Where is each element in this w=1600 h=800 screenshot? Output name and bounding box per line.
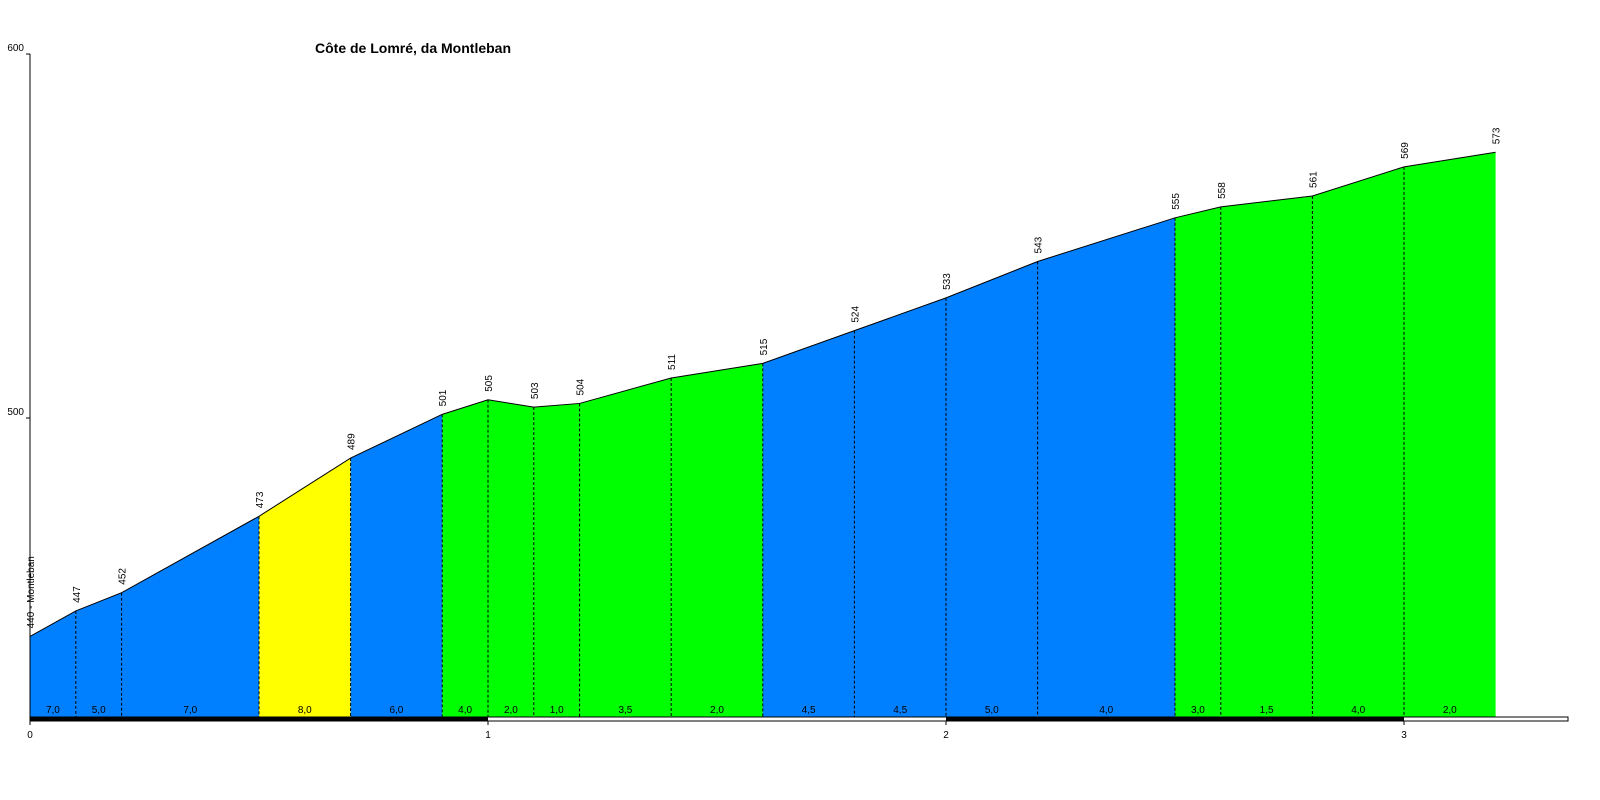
elevation-label-2: 447 xyxy=(72,586,83,603)
y-tick-label-500: 500 xyxy=(7,407,24,418)
grade-label-4: 8,0 xyxy=(298,705,312,716)
elevation-label-9: 504 xyxy=(576,378,587,395)
grade-segment-15 xyxy=(1175,206,1221,717)
grade-segment-17 xyxy=(1312,166,1404,718)
grade-segment-18 xyxy=(1404,152,1496,717)
scale-bar-block-1 xyxy=(30,717,488,721)
grade-label-2: 5,0 xyxy=(92,705,106,716)
segment-dividers xyxy=(75,166,1405,717)
grade-label-1: 7,0 xyxy=(46,705,60,716)
elevation-label-6: 501 xyxy=(438,389,449,406)
elevation-label-16: 558 xyxy=(1217,182,1228,199)
elevation-label-19: 573 xyxy=(1492,127,1503,144)
grade-segment-6 xyxy=(442,399,488,717)
elevation-label-4: 473 xyxy=(255,491,266,508)
grade-label-7: 2,0 xyxy=(504,705,518,716)
grade-label-6: 4,0 xyxy=(458,705,472,716)
x-tick-label-3: 3 xyxy=(1401,730,1407,741)
elevation-label-1: 440 - Montleban xyxy=(26,556,37,628)
distance-scale-bar xyxy=(29,716,1569,722)
elevation-labels: 440 - Montleban 447 452 473 489 501 505 503 504 5… xyxy=(26,127,1503,628)
elevation-label-13: 533 xyxy=(942,273,953,290)
elevation-label-17: 561 xyxy=(1308,171,1319,188)
elevation-label-7: 505 xyxy=(484,375,495,392)
elevation-label-12: 524 xyxy=(850,306,861,323)
grade-label-17: 4,0 xyxy=(1351,705,1365,716)
grade-segment-3 xyxy=(121,516,259,717)
grade-label-18: 2,0 xyxy=(1443,705,1457,716)
elevation-label-5: 489 xyxy=(347,433,358,450)
elevation-label-14: 543 xyxy=(1034,236,1045,253)
x-tick-label-1: 1 xyxy=(485,730,491,741)
elevation-label-15: 555 xyxy=(1171,193,1182,210)
grade-label-9: 3,5 xyxy=(618,705,632,716)
elevation-label-18: 569 xyxy=(1400,142,1411,159)
grade-labels: 7,0 5,0 7,0 8,0 6,0 4,0 2,0 1,0 3,5 2,0 4,5 4,5 5,0 4… xyxy=(46,705,1457,716)
grade-segment-5 xyxy=(350,414,443,717)
y-axis-ticks: 500 600 xyxy=(7,43,30,419)
grade-segment-16 xyxy=(1220,195,1313,717)
grade-label-15: 3,0 xyxy=(1191,705,1205,716)
grade-segment-13 xyxy=(946,261,1038,717)
grade-segment-10 xyxy=(671,363,763,717)
grade-segment-12 xyxy=(854,297,946,717)
grade-segment-2 xyxy=(75,592,122,717)
grade-segment-9 xyxy=(579,377,672,717)
grade-segment-8 xyxy=(533,403,580,717)
grade-segment-1 xyxy=(30,610,76,717)
grade-label-12: 4,5 xyxy=(893,705,907,716)
grade-label-14: 4,0 xyxy=(1099,705,1113,716)
scale-bar-block-3 xyxy=(946,717,1404,721)
y-tick-label-600: 600 xyxy=(7,43,24,54)
elevation-profile-line xyxy=(29,151,1496,637)
grade-segment-14 xyxy=(1037,217,1175,718)
elevation-label-10: 511 xyxy=(667,354,678,370)
grade-label-3: 7,0 xyxy=(183,705,197,716)
grade-label-13: 5,0 xyxy=(985,705,999,716)
elevation-label-11: 515 xyxy=(759,338,770,355)
grade-label-10: 2,0 xyxy=(710,705,724,716)
grade-label-8: 1,0 xyxy=(550,705,564,716)
elevation-label-3: 452 xyxy=(118,568,129,585)
x-axis-ticks: 0 1 2 3 xyxy=(27,721,1407,741)
chart-title: Côte de Lomré, da Montleban xyxy=(315,40,511,56)
x-tick-label-2: 2 xyxy=(943,730,949,741)
x-tick-label-0: 0 xyxy=(27,730,33,741)
grade-segment-4 xyxy=(259,458,351,717)
grade-segment-11 xyxy=(762,330,855,717)
grade-segment-7 xyxy=(488,399,534,717)
grade-segments xyxy=(30,152,1496,718)
grade-label-11: 4,5 xyxy=(802,705,816,716)
elevation-label-8: 503 xyxy=(530,382,541,399)
grade-label-5: 6,0 xyxy=(389,705,403,716)
grade-label-16: 1,5 xyxy=(1260,705,1274,716)
